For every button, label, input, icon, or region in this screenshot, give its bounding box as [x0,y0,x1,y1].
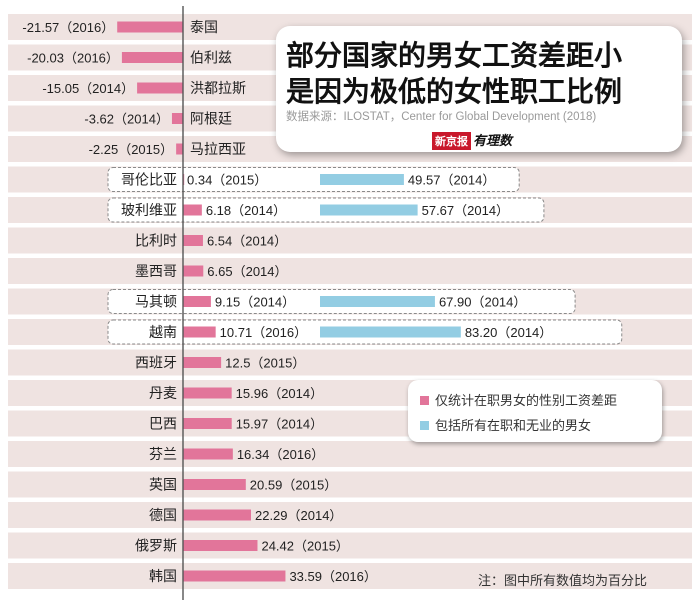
value-label-pink: 15.96（2014） [236,386,323,401]
country-label: 丹麦 [149,385,177,401]
country-label: 马拉西亚 [190,141,246,157]
country-label: 泰国 [190,19,218,35]
row-band [8,441,692,467]
row-band [8,502,692,528]
value-label-pink: 12.5（2015） [225,356,305,371]
legend-swatch-blue [420,421,429,430]
bar-pink [176,143,183,155]
value-label-pink: 20.59（2015） [250,478,337,493]
country-label: 马其顿 [135,294,177,310]
bar-pink [183,357,222,368]
country-label: 墨西哥 [135,263,177,279]
bar-pink [137,82,183,94]
value-label-pink: 33.59（2016） [289,569,376,584]
bar-pink [183,326,216,338]
bar-pink [183,204,202,216]
value-label-pink: -3.62（2014） [84,112,169,127]
value-label-pink: -15.05（2014） [42,81,134,96]
value-label-pink: -2.25（2015） [89,142,174,157]
legend-item-blue: 包括所有在职和无业的男女 [420,415,591,434]
value-label-blue: 57.67（2014） [422,203,509,218]
row-band [8,258,692,284]
bar-pink [117,21,183,33]
bar-pink [183,509,251,521]
value-label-pink: 24.42（2015） [261,539,348,554]
country-label: 西班牙 [135,355,177,371]
row-band [8,349,692,376]
value-label-pink: 10.71（2016） [220,325,307,340]
country-label: 韩国 [149,568,177,584]
bar-pink [183,540,258,551]
brand-name: 新京报 [432,132,471,150]
value-label-pink: 15.97（2014） [236,417,323,432]
country-label: 巴西 [149,416,177,432]
country-label: 哥伦比亚 [121,172,177,188]
value-label-pink: -21.57（2016） [22,20,114,35]
value-label-pink: 6.65（2014） [207,264,287,279]
value-label-pink: 6.18（2014） [206,203,286,218]
bar-pink [183,418,232,429]
bar-pink [121,52,183,63]
bar-blue [320,174,404,185]
row-band [8,563,692,589]
chart-title-line-1: 部分国家的男女工资差距小 [286,39,623,72]
brand-sub: 有理数 [473,134,513,149]
row-band [8,227,692,254]
value-label-pink: 9.15（2014） [215,295,295,310]
legend-label-blue: 包括所有在职和无业的男女 [435,419,592,434]
bar-blue [320,326,461,338]
bar-pink [183,265,204,277]
bar-pink [183,387,232,399]
value-label-pink: -20.03（2016） [27,51,119,66]
value-label-pink: 16.34（2016） [237,447,324,462]
title-panel: 部分国家的男女工资差距小 是因为极低的女性职工比例 数据来源：ILOSTAT，C… [276,26,682,152]
chart-title-line-2: 是因为极低的女性职工比例 [286,75,623,108]
brand-logo: 新京报 有理数 [432,130,512,150]
value-label-pink: 0.34（2015） [187,173,267,188]
country-label: 英国 [149,477,177,493]
row-band [8,471,692,498]
country-label: 越南 [149,324,177,340]
country-label: 俄罗斯 [135,538,177,554]
highlight-box [107,167,520,192]
country-label: 洪都拉斯 [190,80,246,96]
data-source: 数据来源：ILOSTAT，Center for Global Developme… [286,111,597,123]
country-label: 伯利兹 [190,50,232,66]
bar-pink [183,570,286,582]
value-label-blue: 49.57（2014） [408,173,495,188]
bar-blue [320,204,418,216]
country-label: 阿根廷 [190,111,232,127]
footnote: 注：图中所有数值均为百分比 [478,574,648,589]
country-label: 比利时 [135,233,177,249]
bar-pink [171,113,183,124]
value-label-pink: 6.54（2014） [207,234,287,249]
value-label-pink: 22.29（2014） [255,508,342,523]
value-label-blue: 83.20（2014） [465,325,552,340]
legend-label-pink: 仅统计在职男女的性别工资差距 [435,394,618,409]
bar-pink [183,448,233,460]
value-label-blue: 67.90（2014） [439,295,526,310]
bar-pink [183,479,246,490]
country-label: 玻利维亚 [121,202,177,218]
row-band [8,532,692,559]
legend: 仅统计在职男女的性别工资差距 包括所有在职和无业的男女 [408,380,662,442]
bar-pink [183,235,203,246]
bar-blue [320,296,435,307]
country-label: 德国 [149,507,177,523]
legend-item-pink: 仅统计在职男女的性别工资差距 [420,390,617,409]
country-label: 芬兰 [149,446,177,462]
legend-swatch-pink [420,396,429,405]
bar-pink [183,296,211,307]
